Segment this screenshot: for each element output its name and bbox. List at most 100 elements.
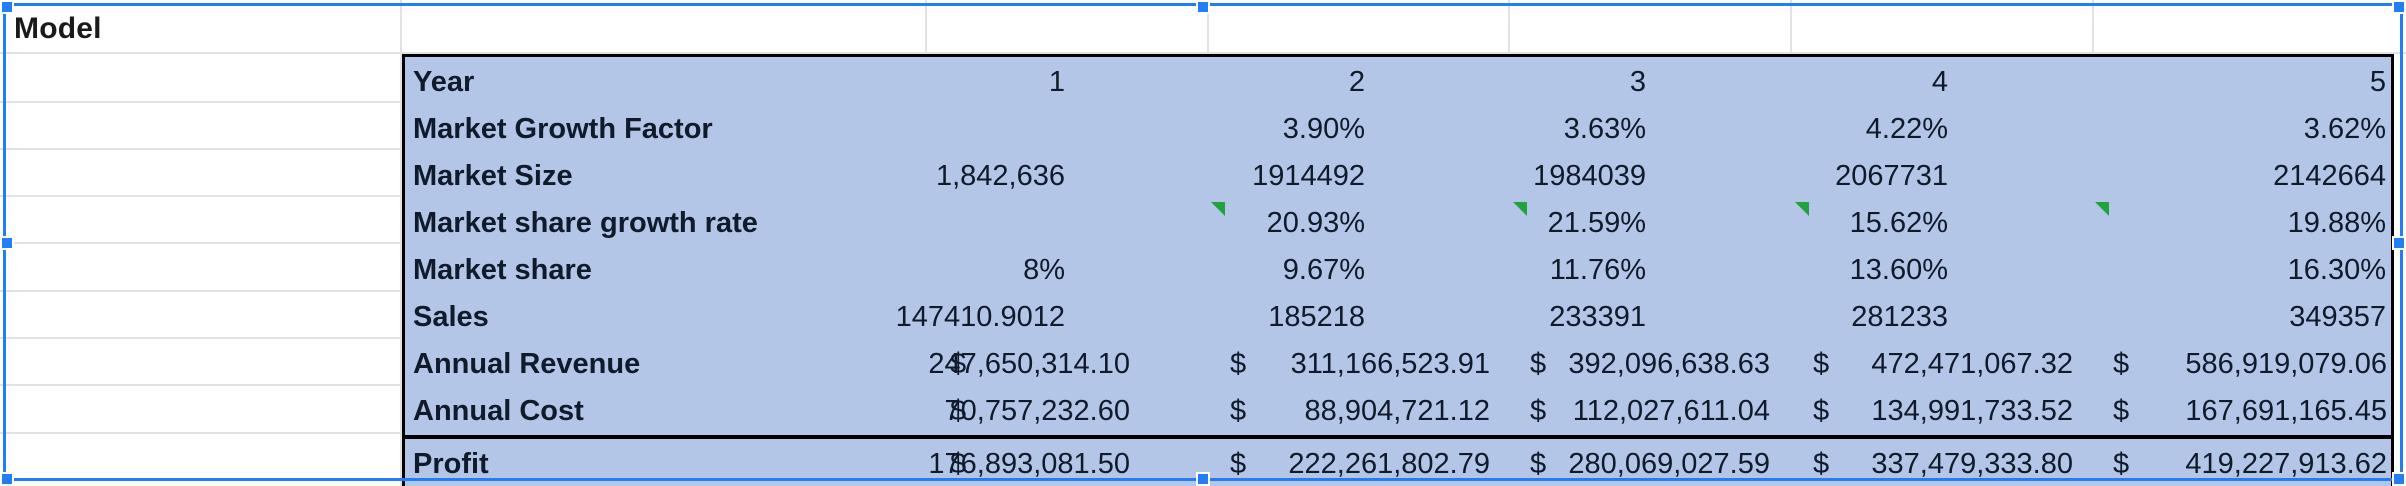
cell-value[interactable]: 9.67% [1282,254,1365,286]
resize-handle[interactable] [2392,236,2406,250]
gridline [0,148,400,150]
row-label: Sales [413,301,489,333]
row-profit[interactable]: Profit $ 176,893,081.50 $ 222,261,802.79… [405,439,2391,486]
profit-separator [402,435,2394,439]
currency-symbol: $ [1530,448,1547,480]
currency-symbol: $ [2113,395,2130,427]
currency-symbol: $ [950,395,967,427]
cell-value: 392,096,638.63 [1568,348,1770,380]
cell-value[interactable]: 3 [1629,66,1646,98]
resize-handle[interactable] [1196,0,1210,14]
cell-value[interactable]: 3.63% [1563,113,1646,145]
cell-value[interactable]: 349357 [2289,301,2386,333]
resize-handle[interactable] [1196,472,1210,486]
resize-handle[interactable] [2392,472,2406,486]
cell-value[interactable]: 13.60% [1849,254,1948,286]
currency-symbol: $ [1230,348,1247,380]
gridline [0,384,400,386]
row-annual-revenue[interactable]: Annual Revenue $ 247,650,314.10 $ 311,16… [405,339,2391,386]
cell-value: 586,919,079.06 [2185,348,2387,380]
cell-value[interactable]: 16.30% [2287,254,2386,286]
cell-value: 337,479,333.80 [1871,448,2073,480]
currency-symbol: $ [1230,448,1247,480]
row-label: Profit [413,448,489,480]
cell-indicator-icon[interactable] [1795,202,1809,216]
cell-value: 88,904,721.12 [1304,395,1490,427]
gridline [400,0,402,486]
cell-value: 472,471,067.32 [1871,348,2073,380]
cell-indicator-icon[interactable] [1211,202,1225,216]
cell-value: 311,166,523.91 [1290,348,1490,380]
cell-value[interactable]: 5 [2369,66,2386,98]
gridline [0,290,400,292]
resize-handle[interactable] [2392,0,2406,14]
cell-value: 112,027,611.04 [1572,395,1770,427]
row-label: Market share [413,254,592,286]
cell-value[interactable]: 15.62% [1849,207,1948,239]
row-market-size[interactable]: Market Size 1,842,636 1914492 1984039 20… [405,151,2391,198]
gridline [0,432,400,434]
cell-value[interactable]: 1 [1048,66,1065,98]
model-label-cell[interactable]: Model [14,12,102,45]
row-market-share[interactable]: Market share 8% 9.67% 11.76% 13.60% 16.3… [405,245,2391,292]
gridline [1207,0,1209,54]
cell-value[interactable]: 11.76% [1549,254,1646,286]
cell-value[interactable]: 233391 [1549,301,1646,333]
cell-indicator-icon[interactable] [2095,202,2109,216]
cell-value[interactable]: 281233 [1851,301,1948,333]
cell-value[interactable]: 147410.9012 [895,301,1065,333]
row-annual-cost[interactable]: Annual Cost $ 70,757,232.60 $ 88,904,721… [405,386,2391,433]
cell-value[interactable]: 2 [1348,66,1365,98]
currency-symbol: $ [2113,448,2130,480]
cell-value[interactable]: 1914492 [1252,160,1365,192]
cell-indicator-icon[interactable] [1513,202,1527,216]
currency-symbol: $ [1230,395,1247,427]
cell-value[interactable]: 8% [1023,254,1065,286]
cell-value: 70,757,232.60 [944,395,1130,427]
cell-value[interactable]: 2142664 [2273,160,2386,192]
cell-value[interactable]: 4 [1931,66,1948,98]
gridline [925,0,927,54]
currency-symbol: $ [1813,348,1830,380]
currency-symbol: $ [2113,348,2130,380]
gridline [0,52,2406,54]
row-market-share-growth-rate[interactable]: Market share growth rate 20.93% 21.59% 1… [405,198,2391,245]
cell-value[interactable]: 3.62% [2303,113,2386,145]
row-market-growth-factor[interactable]: Market Growth Factor 3.90% 3.63% 4.22% 3… [405,104,2391,151]
currency-symbol: $ [1813,448,1830,480]
cell-value[interactable]: 185218 [1268,301,1365,333]
cell-value[interactable]: 20.93% [1266,207,1365,239]
cell-value[interactable]: 2067731 [1835,160,1948,192]
gridline [1508,0,1510,54]
resize-handle[interactable] [0,472,14,486]
cell-value[interactable]: 3.90% [1282,113,1365,145]
row-label: Year [413,66,475,98]
cell-value: 176,893,081.50 [928,448,1130,480]
cell-value: 247,650,314.10 [928,348,1130,380]
row-sales[interactable]: Sales 147410.9012 185218 233391 281233 3… [405,292,2391,339]
row-label: Market Growth Factor [413,113,713,145]
currency-symbol: $ [1813,395,1830,427]
resize-handle[interactable] [0,0,14,14]
cell-value[interactable]: 19.88% [2287,207,2386,239]
currency-symbol: $ [950,348,967,380]
row-label: Market Size [413,160,573,192]
cell-value[interactable]: 1984039 [1533,160,1646,192]
cell-value[interactable]: 1,842,636 [935,160,1065,192]
cell-value: 167,691,165.45 [2185,395,2387,427]
gridline [1790,0,1792,54]
cell-value: 222,261,802.79 [1288,448,1490,480]
cell-value: 280,069,027.59 [1568,448,1770,480]
gridline [2092,0,2094,54]
cell-value[interactable]: 21.59% [1547,207,1646,239]
model-table[interactable]: Year 1 2 3 4 5 Market Growth Factor 3.90… [402,54,2394,486]
cell-value: 134,991,733.52 [1871,395,2073,427]
cell-value[interactable]: 4.22% [1865,113,1948,145]
resize-handle[interactable] [0,236,14,250]
gridline [0,101,400,103]
gridline [0,337,400,339]
row-label: Annual Cost [413,395,584,427]
row-year[interactable]: Year 1 2 3 4 5 [405,57,2391,104]
gridline [0,195,400,197]
